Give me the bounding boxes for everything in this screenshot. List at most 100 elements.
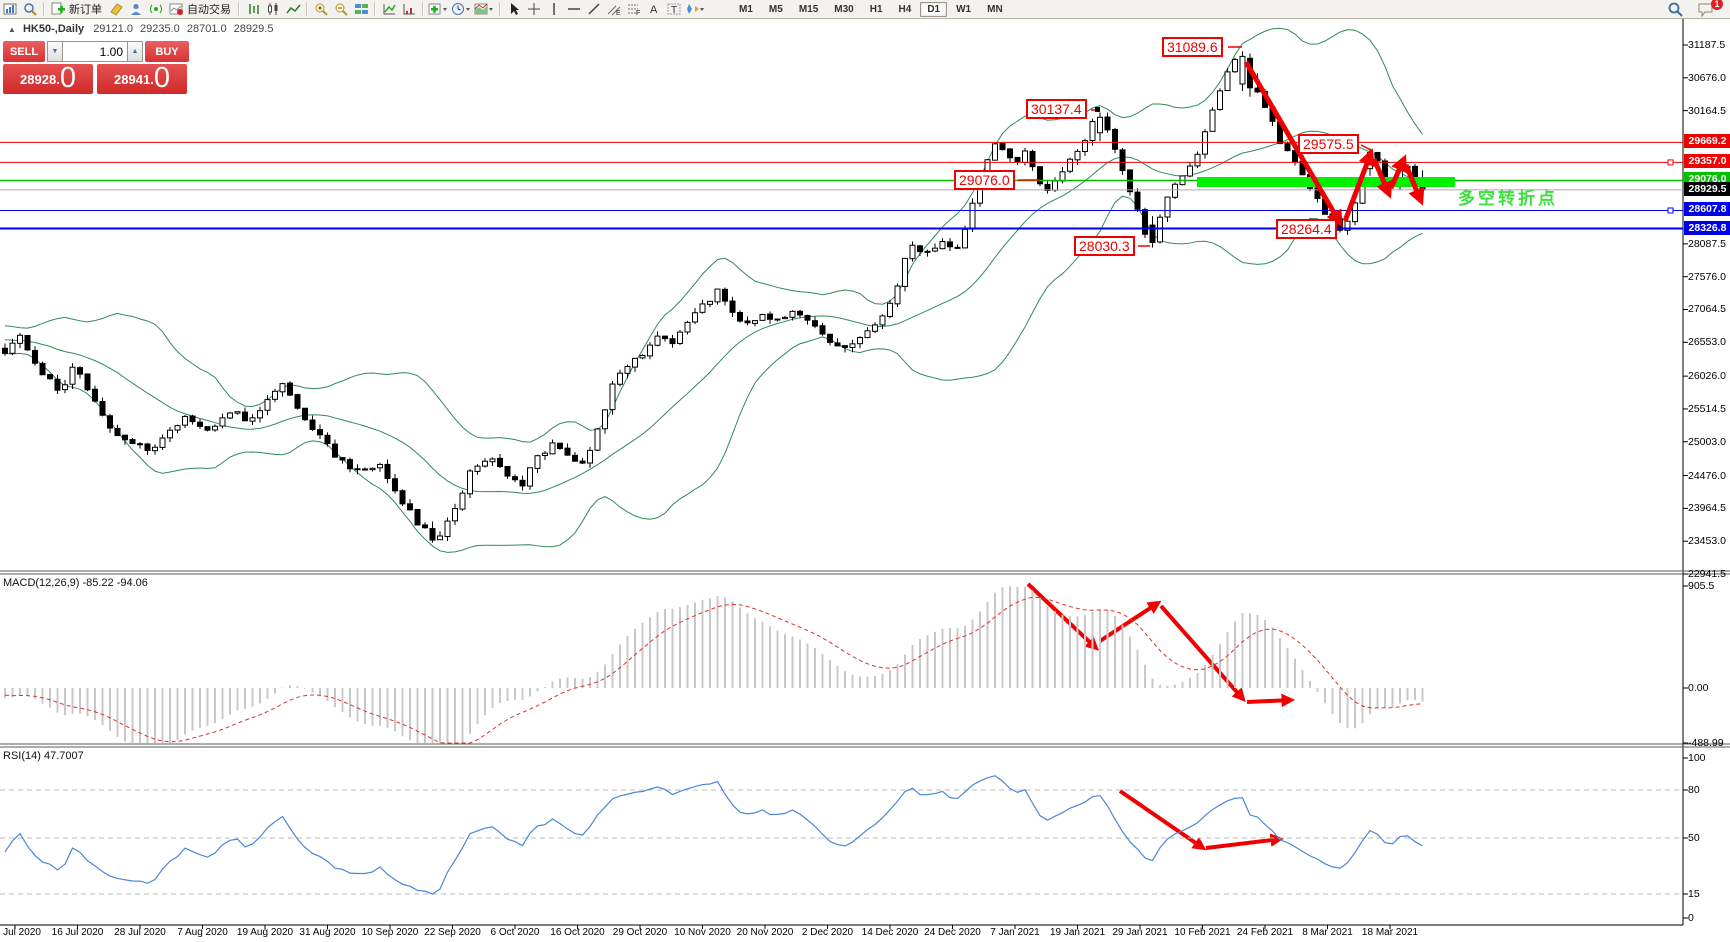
candle-body [24,335,31,351]
arrows-tool-icon[interactable] [684,1,707,17]
rsi-trend-arrow[interactable] [1205,833,1285,850]
fibonacci-icon[interactable]: F [624,1,644,17]
timeframe-button-m30[interactable]: M30 [834,3,854,15]
autotrading-icon[interactable] [166,1,186,17]
candle-body [609,383,616,411]
candle-body [699,303,706,313]
ohlc-low: 28701.0 [186,23,227,35]
macd-trend-arrow[interactable] [1246,693,1296,708]
price-callout-29076.0[interactable]: 29076.0 [954,170,1015,190]
collapse-panel-icon[interactable]: ▲ [8,25,16,34]
bollinger-upper-band [4,27,1423,443]
text-label-icon[interactable]: T [664,1,684,17]
candlesticks-icon[interactable] [263,1,283,17]
vertical-line-icon[interactable] [544,1,564,17]
trend-arrow[interactable] [1342,148,1375,222]
autotrading-label[interactable]: 自动交易 [187,4,231,16]
bull-bear-turning-point-note[interactable]: 多空转折点 [1458,189,1558,208]
metaeditor-icon[interactable] [106,1,126,17]
candle-body [2,347,8,354]
toolbar-separator [238,2,240,16]
svg-text:E: E [616,10,621,16]
bar-chart-icon[interactable] [243,1,263,17]
candle-body [1284,143,1291,152]
candle-body [1157,216,1163,243]
indicators-icon[interactable] [379,1,399,17]
candle-body [954,246,961,249]
rsi-trend-arrow[interactable] [1118,789,1207,851]
timeframe-button-w1[interactable]: W1 [956,3,972,15]
trend-arrow[interactable] [1243,60,1343,228]
candle-body [819,325,826,335]
candle-body [617,372,623,385]
timeframe-button-mn[interactable]: MN [987,3,1003,15]
macd-trend-arrow[interactable] [1159,604,1246,703]
price-callout-28030.3[interactable]: 28030.3 [1074,236,1135,256]
price-tick-label: 30164.5 [1688,104,1726,117]
price-callout-29575.5[interactable]: 29575.5 [1298,134,1359,154]
zoom-out-icon[interactable] [331,1,351,17]
chart-style-icon[interactable] [473,1,496,17]
volume-increase-button[interactable]: ▲ [127,41,143,62]
date-tick-label: 24 Dec 2020 [924,927,981,938]
candle-body [1224,71,1231,91]
add-indicator-icon[interactable] [427,1,450,17]
notification-badge[interactable]: 1 [1711,0,1723,10]
volume-decrease-button[interactable]: ▼ [47,41,63,62]
profiles-icon[interactable] [20,1,40,17]
timeframe-button-d1[interactable]: D1 [920,1,948,17]
price-callout-30137.4[interactable]: 30137.4 [1026,99,1087,119]
sell-button[interactable]: SELL [3,41,45,62]
candle-body [1044,183,1051,191]
trend-arrow[interactable] [1388,154,1407,190]
signals-icon[interactable] [146,1,166,17]
trend-arrow[interactable] [1371,158,1393,199]
periods-icon[interactable] [399,1,419,17]
buy-button[interactable]: BUY [145,41,189,62]
candle-body [932,247,938,252]
timeframe-button-m5[interactable]: M5 [768,3,783,15]
candle-body [167,429,173,439]
line-handle[interactable] [1667,159,1674,166]
volume-input[interactable] [63,41,127,62]
price-callout-31089.6[interactable]: 31089.6 [1162,37,1223,57]
crosshair-icon[interactable] [524,1,544,17]
horizontal-line-icon[interactable] [564,1,584,17]
bid-price-box[interactable]: 28928. 0 [3,64,93,94]
candle-body [152,446,158,452]
notifications-icon[interactable]: 1 [1696,0,1723,17]
channel-icon[interactable]: E [604,1,624,17]
new-order-icon[interactable] [48,1,68,17]
trendline-icon[interactable] [584,1,604,17]
timeframe-button-h4[interactable]: H4 [898,3,912,15]
zoom-in-icon[interactable] [311,1,331,17]
turning-point-highlight-bar[interactable] [1197,177,1455,187]
candle-body [579,460,586,464]
candle-body [647,344,653,357]
candle-body [519,479,526,487]
cursor-icon[interactable] [504,1,524,17]
timeframe-button-m1[interactable]: M1 [739,3,753,15]
text-icon[interactable]: A [644,1,664,17]
price-tick-label: 31187.5 [1688,39,1726,51]
tile-windows-icon[interactable] [351,1,371,17]
trend-arrow[interactable] [1403,164,1425,206]
line-handle[interactable] [1667,207,1674,214]
candle-body [759,314,766,321]
new-chart-icon[interactable] [0,1,20,17]
macd-trend-arrow[interactable] [1098,600,1162,643]
price-callout-28264.4[interactable]: 28264.4 [1276,219,1337,239]
candle-body [1082,140,1088,153]
line-chart-icon[interactable] [283,1,303,17]
candle-body [39,362,46,376]
community-icon[interactable] [126,1,146,17]
candle-body [534,455,541,469]
search-icon[interactable] [1666,1,1686,17]
candle-body [594,428,601,451]
timeframe-button-m15[interactable]: M15 [798,3,819,15]
timeframe-button-h1[interactable]: H1 [869,3,883,15]
clock-icon[interactable] [450,1,473,17]
new-order-label[interactable]: 新订单 [69,4,102,16]
ask-price-box[interactable]: 28941. 0 [97,64,187,94]
